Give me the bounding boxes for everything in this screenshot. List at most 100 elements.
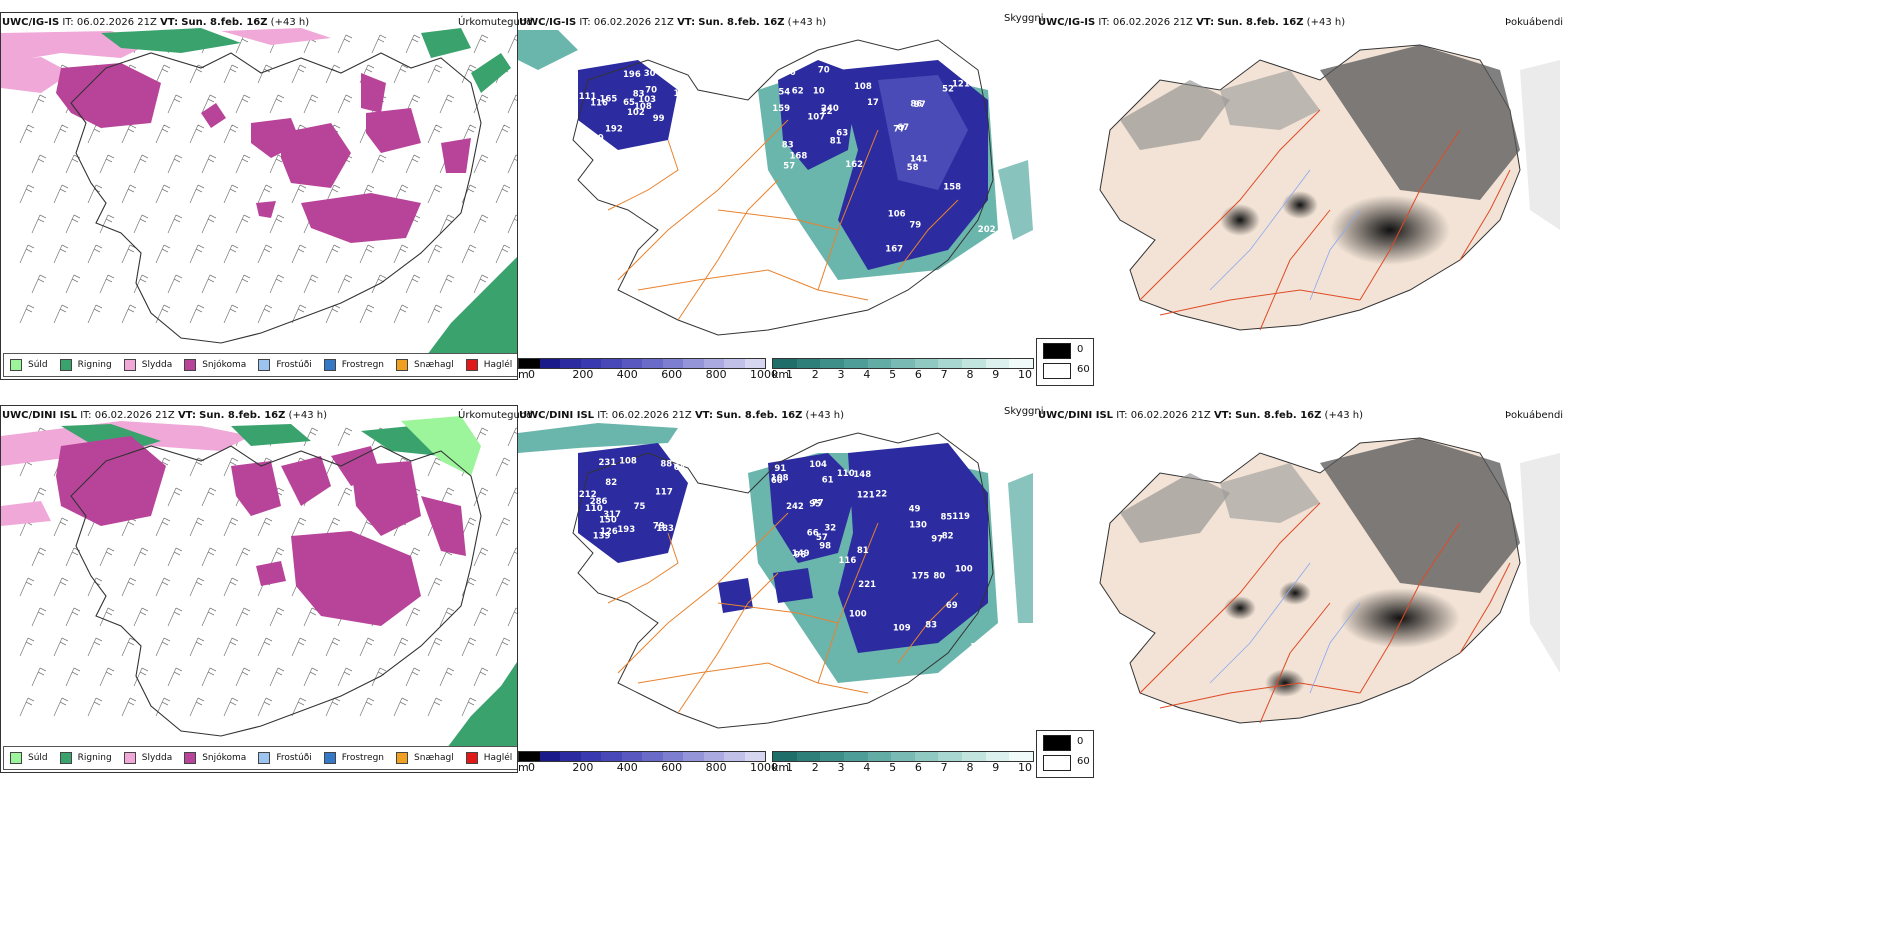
wind-barb <box>53 697 69 717</box>
wind-barb <box>439 667 455 687</box>
legend-swatch <box>184 359 197 371</box>
colorbar-tick: 9 <box>992 368 1000 381</box>
colorbar-unit: m <box>518 761 529 774</box>
visibility-value-label: 130 <box>909 520 927 530</box>
visibility-value-label: 100 <box>849 610 867 620</box>
colorbar-unit: km <box>772 761 790 774</box>
legend-item-6: Snæhagl <box>396 752 454 764</box>
wind-barb <box>359 304 375 324</box>
legend-swatch <box>396 359 409 371</box>
legend-label: Snæhagl <box>414 360 454 370</box>
fog-swatch-high <box>1043 755 1071 771</box>
wind-barb <box>507 34 517 54</box>
wind-barb <box>507 547 517 567</box>
wind-barb <box>167 607 183 627</box>
wind-barb <box>291 184 307 204</box>
wind-barb <box>121 697 137 717</box>
visibility-value-label: 81 <box>830 137 842 147</box>
wind-barb <box>31 667 47 687</box>
wind-barb <box>507 214 517 234</box>
colorbar-unit: m <box>518 368 529 381</box>
wind-barb <box>337 487 353 507</box>
wind-barb <box>427 304 443 324</box>
wind-barb <box>155 577 171 597</box>
wind-barb <box>235 274 251 294</box>
wind-barb <box>189 304 205 324</box>
wind-barb <box>65 667 81 687</box>
wind-barb <box>427 577 443 597</box>
wind-barb <box>155 244 171 264</box>
legend-swatch <box>465 752 478 764</box>
visibility-value-label: 116 <box>839 556 857 566</box>
iceland-precip-map-top <box>1 28 517 363</box>
visibility-value-label: 119 <box>952 512 970 522</box>
wind-barb <box>31 274 47 294</box>
wind-barb <box>495 577 511 597</box>
visibility-value-label: 83 <box>633 89 645 99</box>
visibility-value-label: 99 <box>653 114 665 124</box>
wind-barb <box>53 304 69 324</box>
visibility-value-label: 192 <box>605 124 623 134</box>
wind-barb <box>303 94 319 114</box>
wind-barb <box>337 34 353 54</box>
visibility-value-label: 138 <box>677 530 695 540</box>
wind-barb <box>201 667 217 687</box>
visibility-value-label: 158 <box>943 182 961 192</box>
wind-barb <box>507 607 517 627</box>
legend-swatch <box>323 359 336 371</box>
wind-barb <box>439 214 455 234</box>
visibility-value-label: 107 <box>807 113 825 123</box>
wind-barb <box>223 304 239 324</box>
wind-barb <box>65 154 81 174</box>
precip-title-bottom: Úrkomutegund <box>458 410 533 421</box>
wind-barb <box>223 697 239 717</box>
visibility-value-label: 286 <box>590 497 608 507</box>
wind-barb <box>427 697 443 717</box>
colorbar-tick: 1000 <box>750 368 778 381</box>
wind-barb <box>167 154 183 174</box>
visibility-value-label: 75 <box>634 502 646 512</box>
wind-barb <box>473 607 489 627</box>
visibility-value-label: 54 <box>778 87 790 97</box>
wind-barb <box>167 94 183 114</box>
legend-label: Haglél <box>483 360 513 370</box>
visibility-value-label: 108 <box>634 102 652 112</box>
colorbar-tick: 7 <box>940 368 948 381</box>
wind-barb <box>405 607 421 627</box>
fog-swatch-high <box>1043 363 1071 379</box>
wind-barb <box>121 304 137 324</box>
wind-barb <box>99 214 115 234</box>
legend-label: Súld <box>28 753 48 763</box>
iceland-fog-map-top <box>1099 44 1560 331</box>
wind-barb <box>201 154 217 174</box>
wind-barb <box>507 487 517 507</box>
wind-barb <box>427 184 443 204</box>
wind-barb <box>291 697 307 717</box>
visibility-value-label: 102 <box>627 108 645 118</box>
wind-barb <box>461 64 477 84</box>
legend-swatch <box>10 359 22 371</box>
legend-item-1: Rigning <box>59 752 112 764</box>
visibility-value-label: 240 <box>821 104 839 114</box>
wind-barb <box>269 94 285 114</box>
visibility-value-label: 65 <box>623 98 635 108</box>
wind-barb <box>167 547 183 567</box>
header-row1-visibility: UWC/IG-IS IT: 06.02.2026 21Z VT: Sun. 8.… <box>519 17 827 28</box>
wind-barb <box>269 274 285 294</box>
visibility-value-label: 81 <box>857 546 869 556</box>
visibility-title-top: Skyggni <box>1004 13 1044 24</box>
wind-barb <box>495 637 511 657</box>
legend-item-0: Súld <box>10 752 48 764</box>
visibility-value-label: 10 <box>813 87 825 97</box>
colorbar-tick: 2 <box>811 761 819 774</box>
colorbar-tick: 1 <box>786 368 793 381</box>
wind-barb <box>167 274 183 294</box>
colorbar-tick: 600 <box>661 761 683 774</box>
wind-barb <box>473 94 489 114</box>
wind-barb <box>461 697 477 717</box>
visibility-value-label: 57 <box>816 533 828 543</box>
wind-barb <box>427 457 443 477</box>
legend-item-3: Snjókoma <box>184 359 246 371</box>
wind-barb <box>427 124 443 144</box>
wind-barb <box>303 427 319 447</box>
